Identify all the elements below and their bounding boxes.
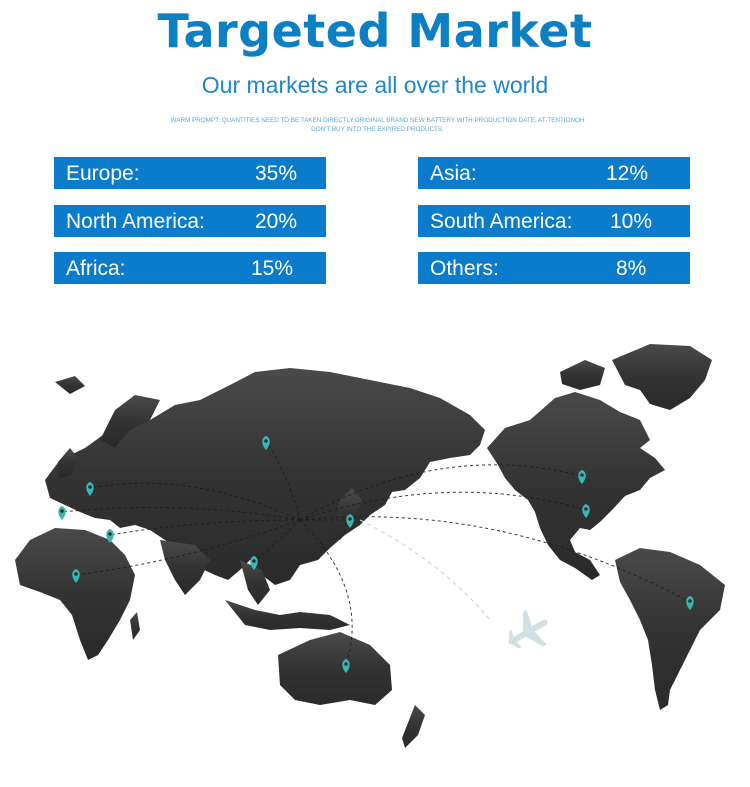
- uk-landmass: [58, 448, 78, 478]
- market-share: 10%: [610, 210, 653, 233]
- market-name: Africa:: [66, 257, 126, 280]
- market-share: 35%: [255, 162, 298, 185]
- indonesia-islands: [225, 600, 350, 630]
- market-name: South America:: [430, 210, 573, 233]
- market-share: 8%: [616, 257, 647, 280]
- page-subtitle: Our markets are all over the world: [201, 72, 549, 98]
- market-share: 12%: [606, 162, 649, 185]
- australia-landmass: [278, 632, 392, 705]
- market-box-africa: Africa: 15%: [54, 252, 326, 284]
- madagascar-landmass: [130, 612, 140, 640]
- iceland-landmass: [55, 376, 85, 394]
- new-zealand-landmass: [402, 705, 425, 748]
- africa-landmass: [15, 528, 135, 660]
- trade-routes: [61, 439, 691, 666]
- market-name: North America:: [66, 210, 205, 233]
- market-name: Europe:: [66, 162, 140, 185]
- arctic-islands: [560, 360, 605, 390]
- map-pin-icon: [58, 506, 66, 520]
- warm-prompt-note: Warm prompt: quantities need to be taken…: [170, 117, 585, 133]
- southeast-asia-landmass: [240, 560, 270, 605]
- market-name: Asia:: [430, 162, 477, 185]
- market-box-south-america: South America: 10%: [418, 205, 690, 237]
- south-america-landmass: [615, 548, 725, 710]
- market-share: 20%: [255, 210, 298, 233]
- eurasia-landmass: [45, 368, 485, 585]
- airplane-icon: [508, 609, 548, 649]
- flight-path: [359, 519, 491, 621]
- market-box-north-america: North America: 20%: [54, 205, 326, 237]
- market-box-asia: Asia: 12%: [418, 157, 690, 189]
- market-box-europe: Europe: 35%: [54, 157, 326, 189]
- world-map: [15, 344, 725, 748]
- north-america-landmass: [487, 392, 665, 580]
- scandinavia-landmass: [100, 395, 160, 448]
- market-box-others: Others: 8%: [418, 252, 690, 284]
- page-title: Targeted Market: [157, 4, 593, 58]
- market-share: 15%: [251, 257, 294, 280]
- japan-landmass: [332, 488, 362, 540]
- greenland-landmass: [612, 344, 712, 410]
- india-landmass: [160, 540, 210, 595]
- market-name: Others:: [430, 257, 499, 280]
